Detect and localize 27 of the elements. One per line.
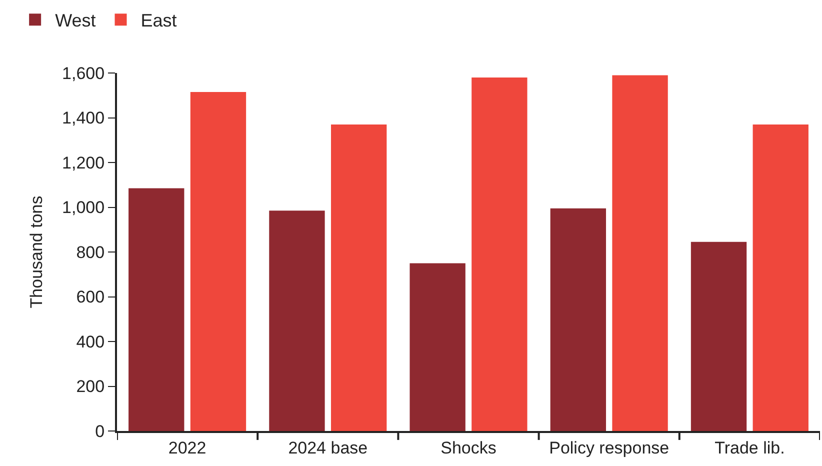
bar bbox=[472, 77, 528, 431]
x-tick-label: 2024 base bbox=[288, 438, 368, 458]
x-tick-label: Shocks bbox=[440, 438, 496, 458]
bar bbox=[550, 208, 606, 431]
y-tick-label: 1,400 bbox=[62, 108, 105, 128]
legend-label: West bbox=[55, 10, 96, 31]
bar bbox=[612, 75, 668, 431]
x-tick-label: Policy response bbox=[549, 438, 670, 458]
y-tick-label: 200 bbox=[76, 377, 105, 396]
y-tick-label: 400 bbox=[76, 332, 105, 352]
y-tick-label: 0 bbox=[95, 422, 105, 441]
y-tick-label: 1,000 bbox=[62, 198, 105, 218]
bar bbox=[128, 188, 184, 431]
y-axis-title: Thousand tons bbox=[27, 196, 46, 308]
y-tick-label: 1,200 bbox=[62, 153, 105, 172]
x-tick-label: 2022 bbox=[168, 438, 206, 458]
y-tick-label: 600 bbox=[76, 288, 105, 307]
bar bbox=[410, 263, 466, 431]
y-tick-label: 1,600 bbox=[62, 64, 105, 83]
bar bbox=[269, 210, 325, 431]
bar bbox=[752, 124, 808, 431]
legend-label: East bbox=[140, 10, 177, 31]
bar bbox=[330, 124, 387, 431]
x-tick-label: Trade lib. bbox=[714, 438, 785, 458]
bar bbox=[690, 242, 747, 431]
bar bbox=[190, 92, 246, 431]
y-tick-label: 800 bbox=[76, 242, 105, 262]
